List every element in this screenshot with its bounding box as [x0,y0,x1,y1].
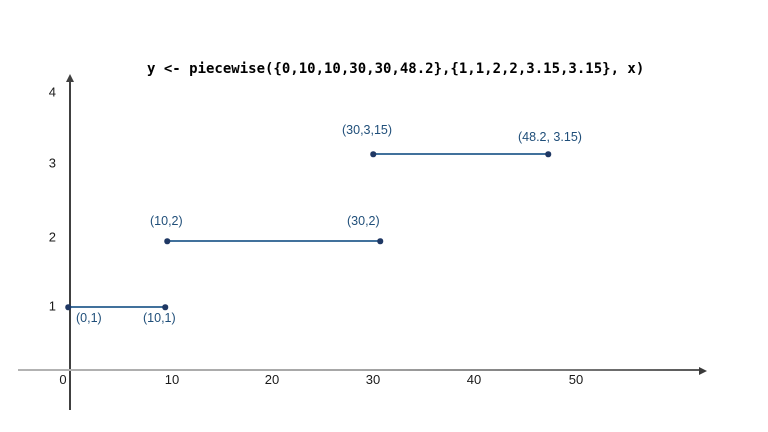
y-tick-1: 1 [48,298,56,314]
point-label-10-2: (10,2) [150,214,183,228]
y-tick-3: 3 [48,155,56,171]
y-tick-4: 4 [48,84,56,100]
point-marker-0-1 [65,304,71,310]
x-tick-10: 10 [164,372,180,387]
segment-y1 [68,306,165,308]
y-axis-arrow-icon [65,74,74,82]
x-tick-0: 0 [59,372,67,387]
point-label-0-1: (0,1) [76,311,102,325]
x-tick-40: 40 [466,372,482,387]
y-axis-line [69,80,71,410]
point-marker-10-2 [164,238,170,244]
y-tick-2: 2 [48,229,56,245]
point-label-10-1: (10,1) [143,311,176,325]
segment-y2 [167,240,380,242]
plot-title: y <- piecewise({0,10,10,30,30,48.2},{1,1… [147,61,645,77]
x-axis-line [18,369,700,372]
point-marker-30-3-15 [370,151,376,157]
point-marker-10-1 [162,304,168,310]
x-tick-50: 50 [568,372,584,387]
x-tick-30: 30 [365,372,381,387]
x-axis-arrow-icon [699,366,707,375]
point-marker-48-3-15 [545,151,551,157]
point-label-48-3-15: (48.2, 3.15) [518,130,582,144]
point-marker-30-2 [377,238,383,244]
point-label-30-2: (30,2) [347,214,380,228]
x-tick-20: 20 [264,372,280,387]
segment-y3-15 [373,153,548,155]
point-label-30-3-15: (30,3,15) [342,123,393,137]
